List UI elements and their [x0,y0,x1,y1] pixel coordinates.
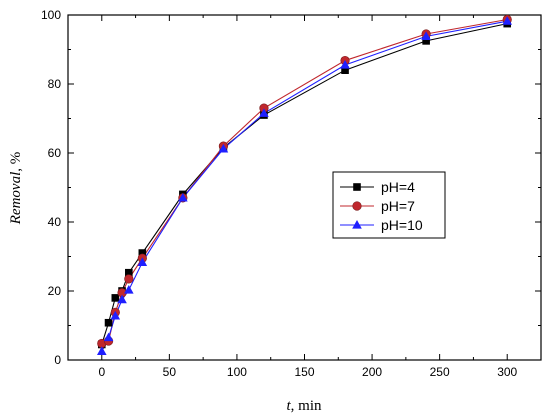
data-point-2-5 [137,257,148,266]
x-tick-label: 50 [163,365,177,379]
x-tick-label: 150 [294,365,314,379]
y-tick-label: 40 [48,215,62,229]
y-tick-label: 60 [48,146,62,160]
x-tick-label: 100 [227,365,247,379]
data-point-2-4 [124,284,134,294]
legend-label-2: pH=10 [381,217,423,233]
data-point-2-11 [502,16,513,25]
y-tick-label: 100 [41,8,61,22]
data-point-2-2 [110,310,121,320]
series-line-0 [101,23,508,345]
data-point-2-10 [421,31,431,40]
data-point-0-5 [138,249,147,257]
series-line-2 [101,20,508,352]
legend-label-1: pH=7 [381,198,415,214]
legend-marker-0 [353,183,361,191]
data-point-2-6 [178,192,188,202]
legend-items: pH=4 pH=7 pH=10 [340,179,423,233]
data-point-0-2 [111,294,120,302]
series-markers [96,14,513,355]
data-point-1-4 [124,274,134,284]
series-lines [101,18,508,352]
data-point-2-8 [259,108,269,117]
legend-marker-1 [352,201,362,211]
x-axis-title: t, min [286,398,322,414]
legend-box [332,171,446,239]
data-point-2-9 [340,60,350,69]
data-point-0-1 [104,318,113,327]
y-tick-label: 0 [54,353,61,367]
data-point-2-1 [103,332,114,342]
data-point-2-0 [96,346,107,355]
data-point-0-4 [125,268,133,277]
x-tick-label: 250 [430,365,450,379]
legend: pH=4 pH=7 pH=10 [332,171,446,239]
y-tick-label: 80 [48,77,62,91]
series-line-1 [101,18,508,344]
data-point-0-9 [341,66,349,74]
legend-label-0: pH=4 [381,179,415,195]
x-tick-label: 300 [497,365,517,379]
y-tick-label: 20 [48,284,62,298]
axis-ticks: 0 50 100 150 200 250 300 0 20 40 60 80 100 [41,8,541,379]
plot-frame [67,14,542,361]
x-tick-label: 200 [362,365,382,379]
data-point-2-7 [218,143,229,153]
legend-marker-2 [352,220,362,229]
data-point-2-3 [117,294,127,304]
y-axis-title: Removal, % [8,152,24,225]
x-tick-label: 0 [98,365,105,379]
data-point-0-10 [422,37,430,45]
